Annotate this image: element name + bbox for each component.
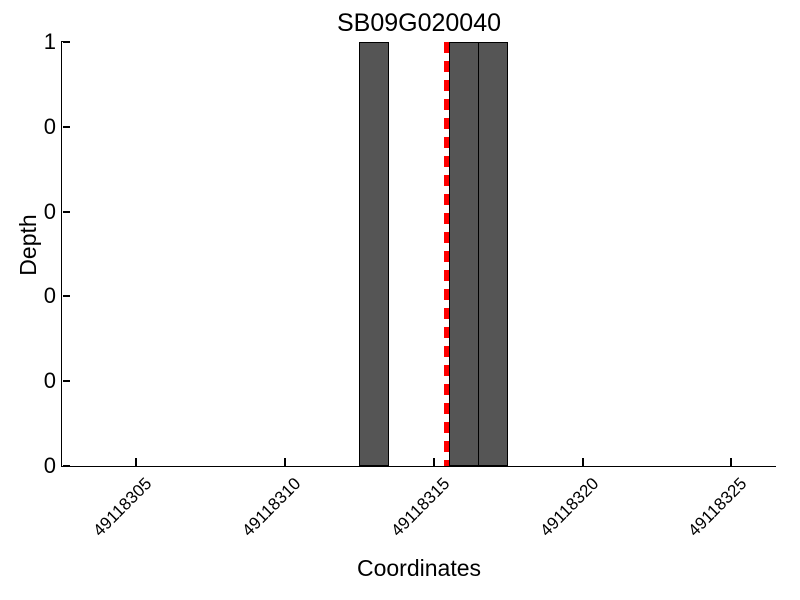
bar [448, 42, 479, 466]
y-axis-tick-label: 1 [43, 29, 56, 54]
x-axis-tick [432, 458, 435, 466]
y-axis-tick [63, 41, 70, 43]
x-axis-tick [135, 458, 138, 466]
bar [359, 42, 390, 466]
y-axis-label: Depth [15, 214, 41, 276]
bar [478, 42, 509, 466]
x-axis-tick [284, 458, 287, 466]
x-axis-tick [730, 458, 733, 466]
plot-area [62, 42, 776, 466]
y-axis-tick [63, 210, 70, 213]
x-axis-tick-label: 49118325 [684, 474, 751, 541]
x-axis-label: Coordinates [356, 555, 482, 581]
x-axis-tick-label: 49118305 [89, 474, 156, 541]
x-axis-line [61, 465, 776, 467]
y-axis-tick-label: 0 [43, 198, 56, 224]
chart-title: SB09G020040 [336, 9, 502, 37]
y-axis-tick [63, 295, 70, 298]
y-axis-tick-label: 0 [43, 368, 56, 394]
x-axis-tick [581, 458, 584, 466]
y-axis-tick [63, 465, 70, 467]
y-axis-tick-label: 0 [43, 113, 56, 139]
y-axis-tick [63, 380, 70, 383]
y-axis-tick [63, 125, 70, 128]
y-axis-tick-labels: 0 0 0 0 0 1 [8, 0, 56, 600]
x-axis-tick-label: 49118310 [238, 474, 305, 541]
x-axis-tick-label: 49118320 [536, 474, 603, 541]
reference-line [443, 42, 449, 466]
x-axis-tick-label: 49118315 [387, 474, 454, 541]
y-axis-tick-label: 0 [43, 283, 56, 309]
y-axis-tick-label: 0 [43, 453, 56, 478]
